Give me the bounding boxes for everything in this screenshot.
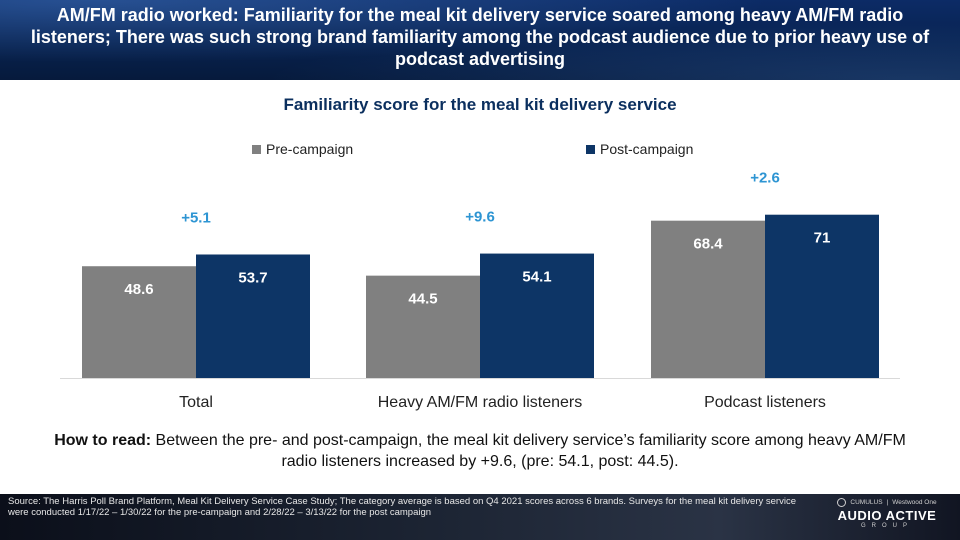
bar-value-label-post-0: 53.7 xyxy=(238,269,267,286)
legend-swatch-post xyxy=(586,144,595,154)
how-to-read: How to read: Between the pre- and post-c… xyxy=(40,430,920,472)
bar-value-label-pre-2: 68.4 xyxy=(693,236,723,253)
category-label-0: Total xyxy=(179,394,213,411)
cumulus-logo-icon xyxy=(837,498,847,507)
bar-value-label-pre-0: 48.6 xyxy=(124,281,153,298)
brand-top-left: CUMULUS xyxy=(850,499,883,506)
header-glow xyxy=(0,0,960,80)
bar-post-2 xyxy=(765,214,879,378)
brand-logo: CUMULUS | Westwood One AUDIO ACTIVE GROU… xyxy=(832,498,942,529)
bar-post-0 xyxy=(196,254,310,378)
bar-pre-2 xyxy=(651,220,765,378)
bar-pre-0 xyxy=(82,266,196,378)
legend-label-pre: Pre-campaign xyxy=(266,141,354,157)
category-label-1: Heavy AM/FM radio listeners xyxy=(378,394,583,411)
bar-value-label-pre-1: 44.5 xyxy=(408,291,437,308)
bar-post-1 xyxy=(480,253,594,378)
brand-top-right: Westwood One xyxy=(892,499,937,506)
chart-title: Familiarity score for the meal kit deliv… xyxy=(283,95,677,114)
bar-pre-1 xyxy=(366,275,480,378)
brand-top-row: CUMULUS | Westwood One xyxy=(832,498,942,507)
change-annotation-2: +2.6 xyxy=(750,170,780,187)
how-to-read-label: How to read: xyxy=(54,432,152,449)
brand-main: AUDIO ACTIVE xyxy=(837,508,937,523)
headline: AM/FM radio worked: Familiarity for the … xyxy=(30,5,930,69)
change-annotation-0: +5.1 xyxy=(181,209,211,226)
header-banner: AM/FM radio worked: Familiarity for the … xyxy=(0,0,960,80)
footer: Source: The Harris Poll Brand Platform, … xyxy=(0,494,960,540)
source-note: Source: The Harris Poll Brand Platform, … xyxy=(8,496,796,518)
how-to-read-text: Between the pre- and post-campaign, the … xyxy=(155,432,906,470)
brand-sub: GROUP xyxy=(860,523,913,529)
brand-divider: | xyxy=(886,499,889,506)
legend-label-post: Post-campaign xyxy=(600,141,694,157)
change-annotation-1: +9.6 xyxy=(465,209,495,226)
bar-value-label-post-1: 54.1 xyxy=(522,269,551,286)
legend-item-post: Post-campaign xyxy=(586,141,693,157)
category-label-2: Podcast listeners xyxy=(704,394,826,411)
bar-value-label-post-2: 71 xyxy=(814,230,831,247)
legend-item-pre: Pre-campaign xyxy=(252,141,353,157)
legend-swatch-pre xyxy=(252,144,261,154)
